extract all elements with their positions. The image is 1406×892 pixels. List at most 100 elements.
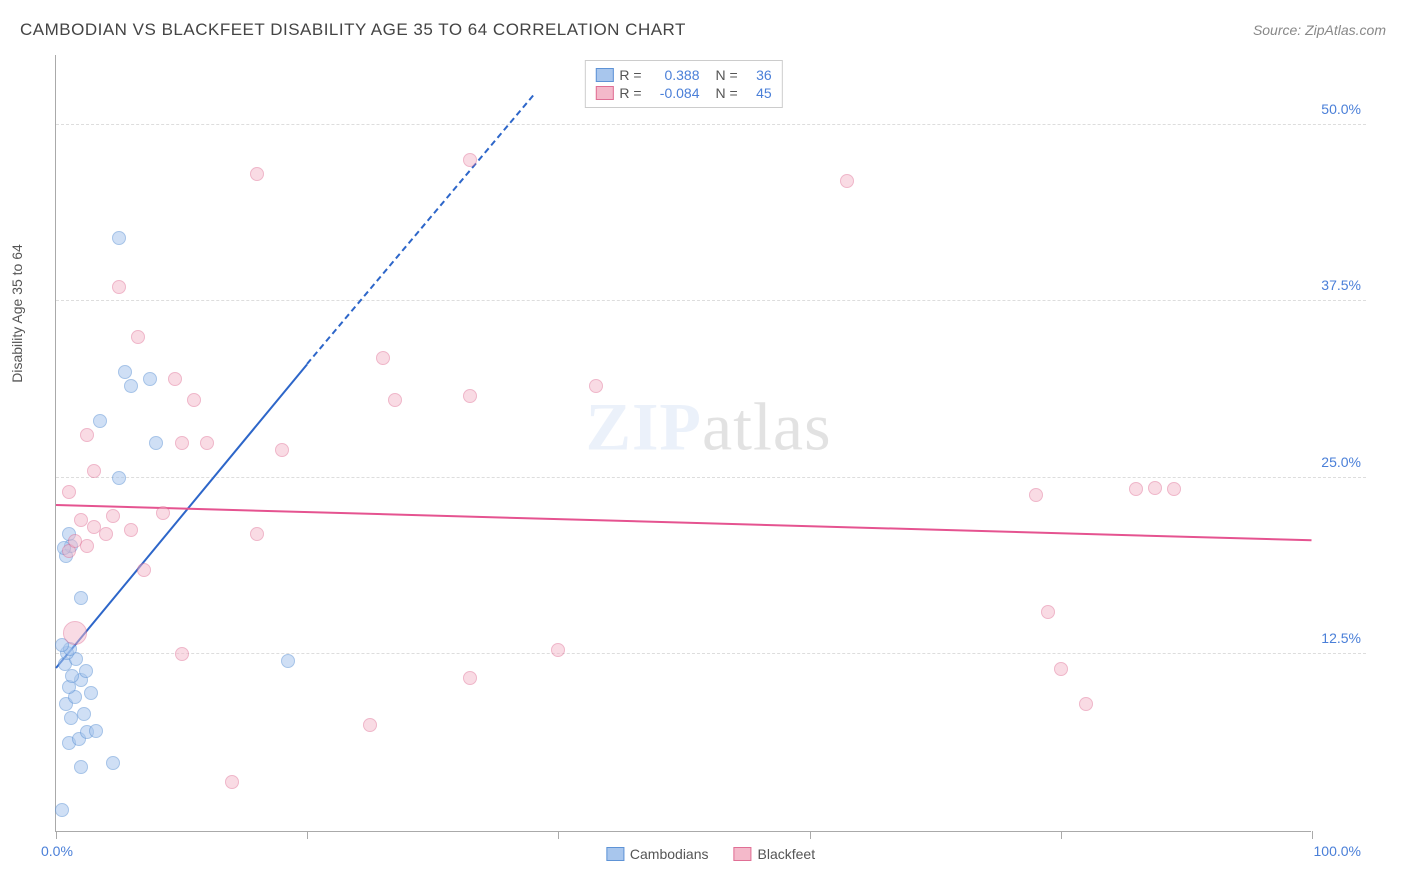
y-axis-tick-label: 25.0% [1321,454,1361,470]
legend-r-value: -0.084 [652,85,700,101]
y-axis-tick-label: 12.5% [1321,630,1361,646]
y-axis-tick-label: 50.0% [1321,101,1361,117]
data-point [99,527,113,541]
data-point [87,464,101,478]
x-axis-tick [558,831,559,839]
data-point [68,534,82,548]
data-point [1129,482,1143,496]
data-point [77,707,91,721]
data-point [250,167,264,181]
data-point [55,803,69,817]
x-axis-tick [307,831,308,839]
data-point [143,372,157,386]
x-axis-tick [1312,831,1313,839]
data-point [63,621,87,645]
data-point [93,414,107,428]
data-point [200,436,214,450]
gridline [56,653,1366,654]
data-point [112,471,126,485]
data-point [168,372,182,386]
data-point [124,379,138,393]
data-point [106,509,120,523]
data-point [84,686,98,700]
data-point [137,563,151,577]
data-point [1148,481,1162,495]
data-point [106,756,120,770]
data-point [250,527,264,541]
data-point [1079,697,1093,711]
legend-series-label: Cambodians [630,846,709,862]
legend-series: Cambodians Blackfeet [606,846,815,862]
legend-correlation-row: R = 0.388 N = 36 [595,67,771,83]
data-point [87,520,101,534]
x-axis-max-label: 100.0% [1314,843,1361,859]
source-attribution: Source: ZipAtlas.com [1253,22,1386,38]
data-point [156,506,170,520]
x-axis-tick [56,831,57,839]
data-point [187,393,201,407]
data-point [74,760,88,774]
gridline [56,300,1366,301]
legend-n-value: 45 [748,85,772,101]
data-point [112,280,126,294]
data-point [1041,605,1055,619]
data-point [124,523,138,537]
data-point [275,443,289,457]
x-axis-min-label: 0.0% [41,843,73,859]
data-point [1054,662,1068,676]
legend-r-label: R = [619,67,641,83]
data-point [1167,482,1181,496]
data-point [149,436,163,450]
data-point [225,775,239,789]
data-point [175,436,189,450]
y-axis-tick-label: 37.5% [1321,277,1361,293]
legend-swatch [606,847,624,861]
legend-swatch [595,68,613,82]
gridline [56,124,1366,125]
watermark: ZIPatlas [586,388,832,467]
trend-line-dashed [306,95,534,365]
data-point [62,485,76,499]
data-point [118,365,132,379]
data-point [80,428,94,442]
legend-swatch [734,847,752,861]
legend-correlation-row: R = -0.084 N = 45 [595,85,771,101]
data-point [131,330,145,344]
plot-area: ZIPatlas R =0.388N =36R =-0.084N =45 0.0… [55,55,1311,832]
data-point [74,591,88,605]
legend-n-label: N = [716,67,738,83]
chart-container: Disability Age 35 to 64 ZIPatlas R =0.38… [55,55,1366,832]
legend-series-item: Cambodians [606,846,709,862]
data-point [175,647,189,661]
data-point [388,393,402,407]
chart-title: CAMBODIAN VS BLACKFEET DISABILITY AGE 35… [20,20,686,40]
data-point [363,718,377,732]
data-point [281,654,295,668]
y-axis-title: Disability Age 35 to 64 [9,244,25,383]
legend-swatch [595,86,613,100]
x-axis-tick [810,831,811,839]
data-point [79,664,93,678]
data-point [74,513,88,527]
data-point [463,671,477,685]
data-point [89,724,103,738]
data-point [376,351,390,365]
data-point [463,389,477,403]
legend-correlation-box: R = 0.388 N = 36 R = -0.084 N = 45 [584,60,782,108]
trend-line [55,363,308,668]
trend-line [56,504,1312,541]
data-point [1029,488,1043,502]
data-point [112,231,126,245]
gridline [56,477,1366,478]
x-axis-tick [1061,831,1062,839]
data-point [551,643,565,657]
data-point [463,153,477,167]
legend-series-label: Blackfeet [758,846,816,862]
legend-r-value: 0.388 [652,67,700,83]
legend-n-value: 36 [748,67,772,83]
legend-series-item: Blackfeet [734,846,816,862]
data-point [840,174,854,188]
legend-r-label: R = [619,85,641,101]
legend-n-label: N = [716,85,738,101]
data-point [589,379,603,393]
